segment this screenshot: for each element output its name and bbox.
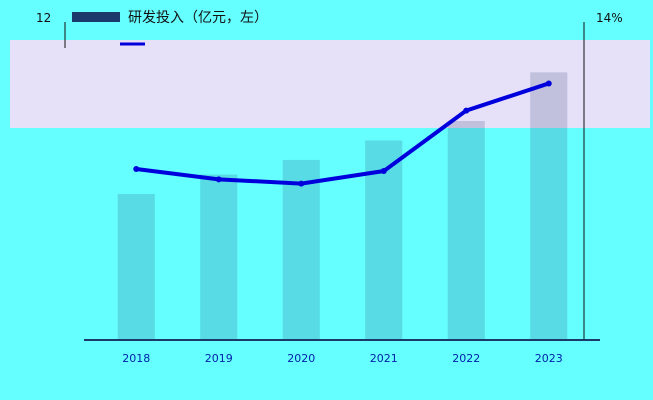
line-point-2018 [133, 165, 140, 172]
bar-2018 [117, 194, 155, 340]
x-tick-label: 2018 [122, 352, 150, 365]
legend: 研发投入（亿元，左） [72, 10, 268, 46]
bar-2019 [200, 174, 238, 340]
x-tick-label: 2020 [287, 352, 315, 365]
line-point-2022 [463, 107, 470, 114]
x-tick-label: 2023 [535, 352, 563, 365]
line-point-2021 [380, 168, 387, 175]
x-tick-label: 2019 [205, 352, 233, 365]
legend-bar-label: 研发投入（亿元，左） [128, 10, 268, 26]
x-tick-label: 2022 [452, 352, 480, 365]
bar-2023 [530, 72, 568, 340]
line-point-2023 [545, 80, 552, 87]
bar-2020 [282, 159, 320, 340]
x-tick-labels: 2018 2019 2020 2021 2022 2023 [122, 352, 563, 365]
line-point-2020 [298, 180, 305, 187]
bar-2022 [447, 121, 485, 340]
x-tick-label: 2021 [370, 352, 398, 365]
right-axis-top-label: 14% [596, 11, 623, 25]
bar-series [117, 72, 568, 340]
left-axis-top-label: 12 [36, 11, 51, 25]
legend-bar-swatch [72, 12, 120, 22]
line-path [135, 81, 550, 186]
line-series [133, 80, 552, 187]
line-point-2019 [215, 176, 222, 183]
